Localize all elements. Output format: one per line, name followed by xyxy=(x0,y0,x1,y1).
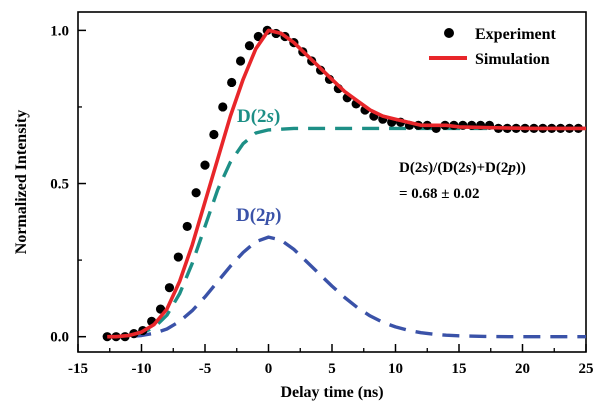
experiment-point xyxy=(209,129,219,140)
x-tick-label: 15 xyxy=(452,361,467,377)
axis-tick-labels: -15 -10 -5 0 5 10 15 20 25 0.0 0.5 1.0 xyxy=(50,23,593,377)
legend: Experiment Simulation xyxy=(429,26,557,68)
legend-simulation-label: Simulation xyxy=(475,51,550,68)
x-tick-label: 5 xyxy=(328,361,336,377)
axis-ticks xyxy=(77,29,587,352)
experiment-point xyxy=(182,221,192,232)
x-tick-label: 10 xyxy=(388,361,403,377)
experiment-point xyxy=(227,77,237,88)
y-axis-label: Normalized Intensity xyxy=(13,110,30,254)
d2s-label: D(2s) xyxy=(237,106,280,127)
y-tick-label: 0.5 xyxy=(50,177,69,193)
ratio-line-1: D(2s)/(D(2s)+D(2p)) xyxy=(399,160,526,176)
x-tick-label: -10 xyxy=(132,361,152,377)
x-axis-label: Delay time (ns) xyxy=(280,384,383,401)
simulation-line xyxy=(107,28,586,339)
x-tick-label: 25 xyxy=(579,361,594,377)
experiment-point xyxy=(191,188,201,198)
legend-experiment-label: Experiment xyxy=(475,26,557,43)
legend-experiment-marker xyxy=(444,28,454,38)
x-tick-label: 0 xyxy=(265,361,273,377)
experiment-point xyxy=(164,283,175,293)
y-tick-label: 1.0 xyxy=(50,23,69,39)
series-layer xyxy=(102,25,586,342)
experiment-point xyxy=(173,252,183,262)
x-tick-label: 20 xyxy=(515,361,530,377)
d2p-label: D(2p) xyxy=(236,205,281,226)
x-tick-label: -5 xyxy=(199,361,212,377)
experiment-point xyxy=(244,41,255,51)
x-tick-label: -15 xyxy=(68,361,88,377)
d-2p-line xyxy=(107,235,586,339)
experiment-point xyxy=(235,56,246,66)
experiment-point xyxy=(200,160,210,170)
experiment-point xyxy=(218,102,228,112)
y-tick-label: 0.0 xyxy=(50,330,69,346)
ratio-line-2: = 0.68 ± 0.02 xyxy=(399,186,480,202)
